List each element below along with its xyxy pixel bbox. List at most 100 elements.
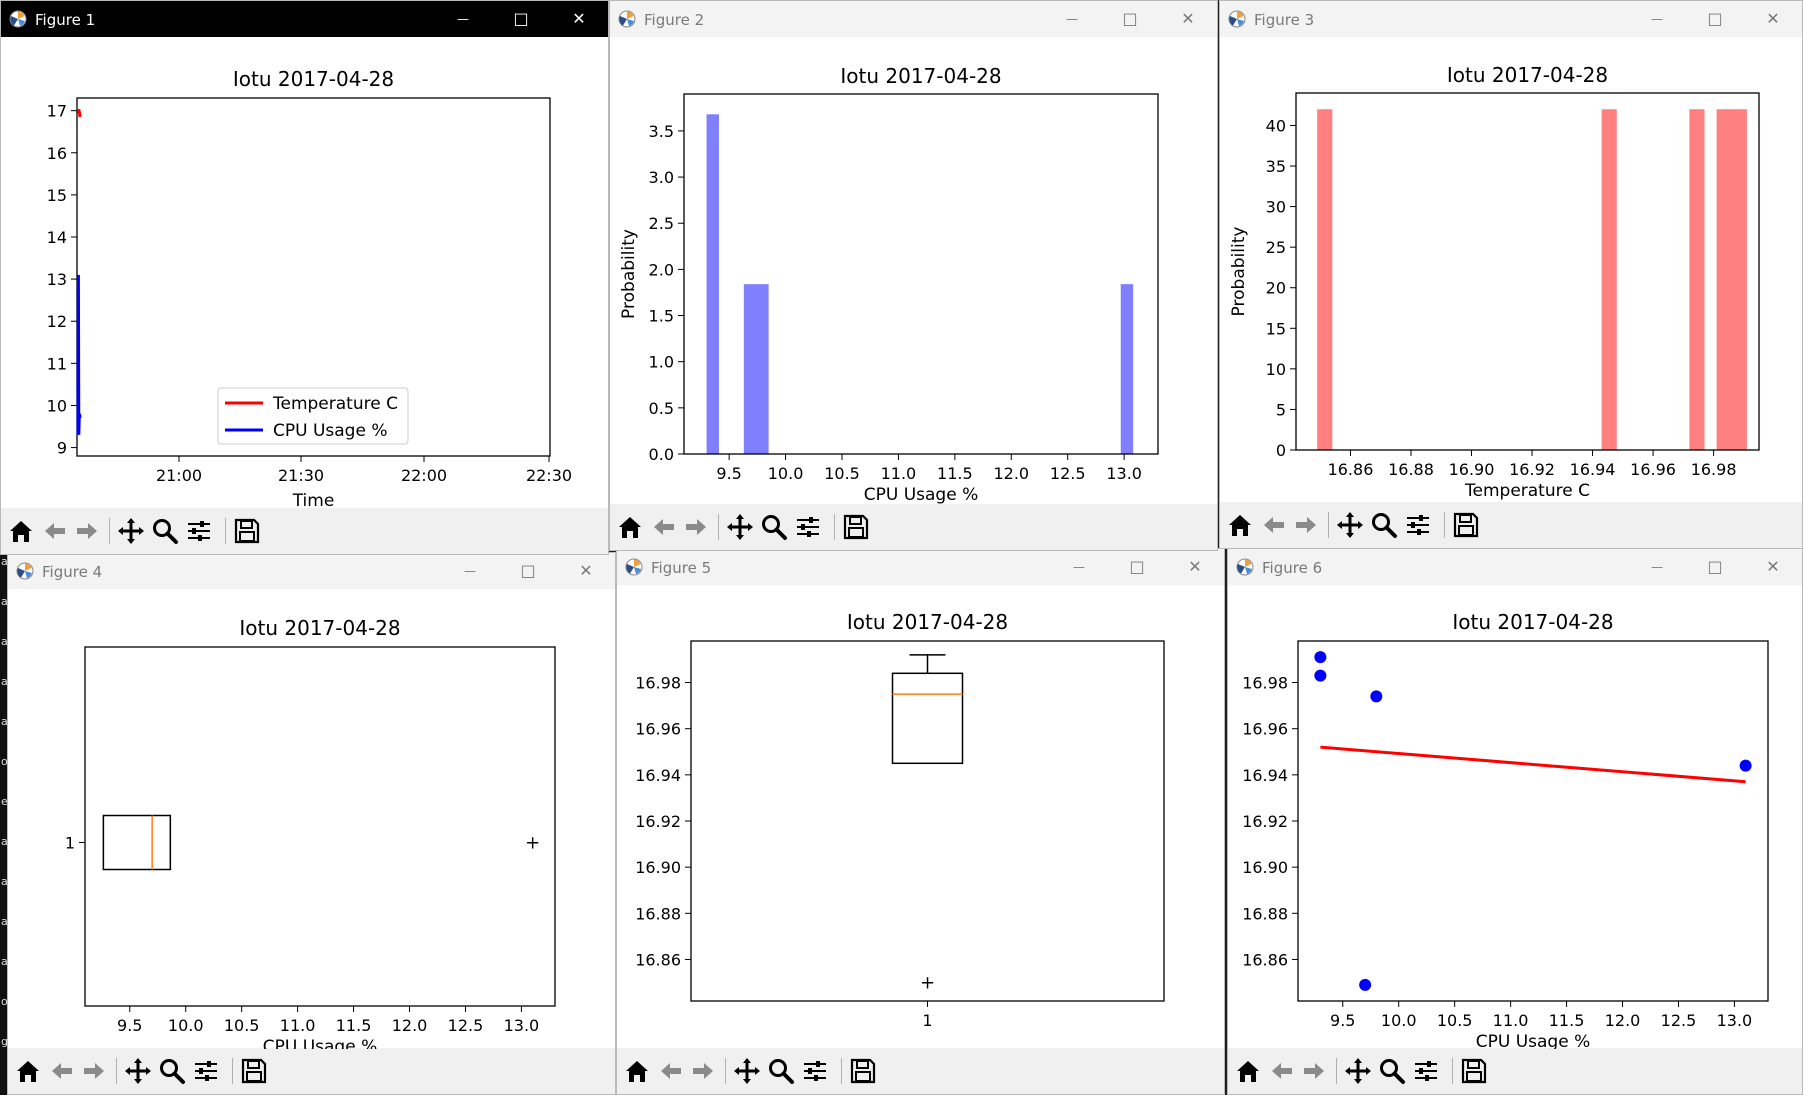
back-arrow-button[interactable] [48,1057,76,1085]
pan-button[interactable] [1344,1057,1372,1085]
figure-3-titlebar[interactable]: Figure 3 — □ ✕ [1220,1,1802,37]
forward-arrow-button[interactable] [689,1057,717,1085]
back-arrow-button[interactable] [650,513,678,541]
save-button[interactable] [240,1057,268,1085]
save-icon [1452,512,1480,543]
maximize-button[interactable]: □ [520,561,536,580]
figure-4-window[interactable]: Figure 4— □ ✕ Iotu 2017-04-28 +9.5 10.0 10.5 11… [7,552,616,1095]
home-button[interactable] [1234,1057,1262,1085]
home-button[interactable] [14,1057,42,1085]
maximize-button[interactable]: □ [1707,9,1723,28]
minimize-button[interactable]: — [1651,12,1663,26]
figure-4-canvas[interactable]: Iotu 2017-04-28 +9.5 10.0 10.5 11.0 11.5 12.0 1… [8,589,615,1049]
close-button[interactable]: ✕ [1181,9,1195,28]
figure-2-canvas[interactable]: Iotu 2017-04-28 9.5 10.0 10.5 11.0 11.5 12.0 12… [610,37,1217,507]
forward-arrow-button[interactable] [80,1057,108,1085]
save-button[interactable] [233,517,261,545]
window-title: Figure 3 [1254,11,1315,29]
minimize-button[interactable]: — [1073,560,1085,574]
configure-subplots-button[interactable] [801,1057,829,1085]
toolbar-separator [1328,512,1329,538]
configure-subplots-icon [185,521,213,549]
figure-5-canvas[interactable]: Iotu 2017-04-28 +16.86 16.88 16.90 16.92 16.9… [617,585,1224,1049]
minimize-button[interactable]: — [464,564,476,578]
maximize-button[interactable]: □ [1707,557,1723,576]
figure-4-titlebar[interactable]: Figure 4 — □ ✕ [8,553,615,589]
configure-subplots-button[interactable] [794,513,822,541]
y-tick-label: 1.0 [649,353,674,372]
figure-2-titlebar[interactable]: Figure 2 — □ ✕ [610,1,1217,37]
home-icon [623,1061,651,1089]
maximize-button[interactable]: □ [513,9,529,28]
figure-3-canvas[interactable]: Iotu 2017-04-28 16.86 16.88 16.90 16.92 16.94… [1220,37,1802,507]
configure-subplots-button[interactable] [1404,511,1432,539]
save-icon [233,518,261,549]
back-arrow-button[interactable] [41,517,69,545]
figure-6-window[interactable]: Figure 6 — □ ✕ Iotu 2017-04-28 9.5 10.0 10.5 11.… [1227,548,1803,1095]
x-tick-label: 12.0 [993,464,1029,483]
y-tick-label: 40 [1266,116,1286,135]
save-button[interactable] [1460,1057,1488,1085]
matplotlib-app-icon [16,562,34,580]
close-button[interactable]: ✕ [1766,9,1780,28]
configure-subplots-button[interactable] [185,517,213,545]
forward-arrow-button[interactable] [682,513,710,541]
figure-5-titlebar[interactable]: Figure 5 — □ ✕ [617,549,1224,585]
figure-3-window[interactable]: Figure 3 — □ ✕ Iotu 2017-04-28 16.86 16.88 16.9… [1219,0,1803,549]
minimize-button[interactable]: — [1066,12,1078,26]
back-arrow-button[interactable] [657,1057,685,1085]
home-button[interactable] [616,513,644,541]
x-tick-label: 11.0 [280,1016,316,1035]
y-tick-label: 0.0 [649,445,674,464]
zoom-button[interactable] [158,1057,186,1085]
pan-button[interactable] [117,517,145,545]
x-tick-label: 16.90 [1449,460,1495,479]
figure-2-window[interactable]: Figure 2 — □ ✕ Iotu 2017-04-28 9.5 10.0 10.5 11.… [609,0,1218,551]
close-button[interactable]: ✕ [579,561,593,580]
home-button[interactable] [1226,511,1254,539]
forward-arrow-button[interactable] [73,517,101,545]
forward-arrow-icon [1300,1063,1328,1089]
x-tick-label: 16.94 [1570,460,1616,479]
zoom-button[interactable] [1378,1057,1406,1085]
save-button[interactable] [842,513,870,541]
back-arrow-button[interactable] [1260,511,1288,539]
configure-subplots-button[interactable] [1412,1057,1440,1085]
maximize-button[interactable]: □ [1129,557,1145,576]
figure-5-window[interactable]: Figure 5 — □ ✕ Iotu 2017-04-28 +16.86 16.88 16.… [616,548,1225,1095]
toolbar-separator [834,514,835,540]
save-button[interactable] [1452,511,1480,539]
zoom-icon [1378,1059,1406,1089]
figure-1-titlebar[interactable]: Figure 1 — □ ✕ [1,1,608,37]
legend-entry: Temperature C [272,394,398,414]
pan-button[interactable] [124,1057,152,1085]
zoom-button[interactable] [1370,511,1398,539]
back-arrow-button[interactable] [1268,1057,1296,1085]
zoom-button[interactable] [767,1057,795,1085]
minimize-button[interactable]: — [1651,560,1663,574]
zoom-button[interactable] [151,517,179,545]
figure-6-titlebar[interactable]: Figure 6 — □ ✕ [1228,549,1802,585]
close-button[interactable]: ✕ [1188,557,1202,576]
save-button[interactable] [849,1057,877,1085]
figure-6-canvas[interactable]: Iotu 2017-04-28 9.5 10.0 10.5 11.0 11.5 12.0 12… [1228,585,1802,1049]
x-tick-label: 10.0 [1381,1011,1417,1030]
maximize-button[interactable]: □ [1122,9,1138,28]
figure-1-canvas[interactable]: Iotu 2017-04-28 9 10 11 12 13 14 15 16 17 21:00 21:… [1,37,608,507]
close-button[interactable]: ✕ [572,9,586,28]
forward-arrow-button[interactable] [1292,511,1320,539]
home-button[interactable] [623,1057,651,1085]
pan-button[interactable] [733,1057,761,1085]
pan-button[interactable] [726,513,754,541]
configure-subplots-button[interactable] [192,1057,220,1085]
figure-1-window[interactable]: Figure 1 — □ ✕ Iotu 2017-04-28 9 10 11 12 13 14 15 1… [0,0,609,555]
x-tick-label: 12.0 [1605,1011,1641,1030]
home-button[interactable] [7,517,35,545]
close-button[interactable]: ✕ [1766,557,1780,576]
pan-button[interactable] [1336,511,1364,539]
zoom-button[interactable] [760,513,788,541]
forward-arrow-button[interactable] [1300,1057,1328,1085]
forward-arrow-icon [1292,517,1320,543]
y-tick-label: 30 [1266,198,1286,217]
minimize-button[interactable]: — [457,12,469,26]
